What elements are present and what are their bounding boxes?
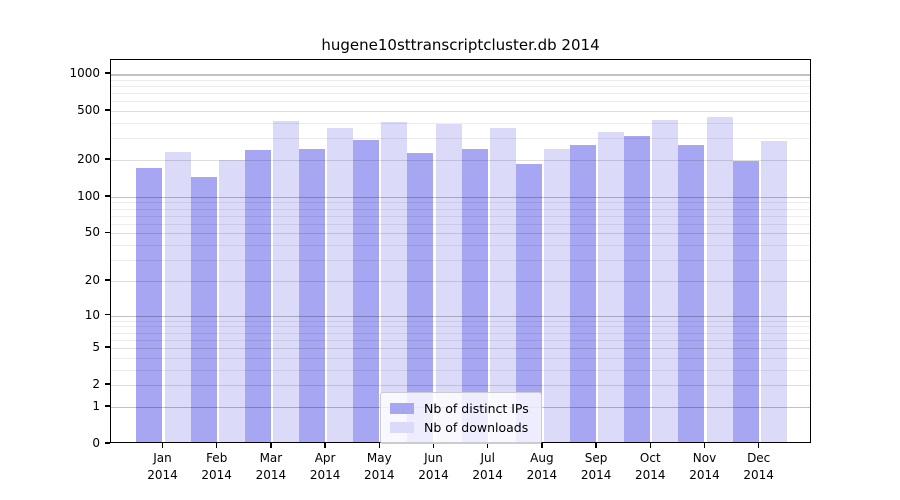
x-tick-label: Jul 2014 [472, 451, 503, 482]
bar-downloads [218, 160, 245, 442]
y-tick-mark [105, 313, 110, 316]
legend-row-distinct-ips: Nb of distinct IPs [390, 399, 529, 418]
x-tick-label: Dec 2014 [743, 451, 774, 482]
x-tick-mark [486, 443, 489, 448]
y-tick-label: 5 [92, 340, 100, 355]
x-tick-label: Sep 2014 [580, 451, 612, 482]
x-tick-label: Aug 2014 [526, 451, 558, 482]
x-tick-label: Feb 2014 [201, 451, 232, 482]
bar-downloads [164, 152, 191, 442]
gridline [111, 79, 810, 81]
x-tick-label: May 2014 [364, 451, 395, 482]
legend-swatch-distinct-ips [390, 403, 414, 414]
bar-downloads [489, 128, 516, 442]
legend-row-downloads: Nb of downloads [390, 418, 529, 437]
x-tick-mark [324, 443, 326, 448]
legend-label-distinct-ips: Nb of distinct IPs [424, 401, 529, 416]
legend-label-downloads: Nb of downloads [424, 420, 529, 435]
x-tick-label: Nov 2014 [689, 451, 720, 482]
chart-title: hugene10sttranscriptcluster.db 2014 [321, 36, 600, 54]
legend: Nb of distinct IPs Nb of downloads [380, 392, 542, 444]
y-tick-mark [105, 346, 110, 348]
y-tick-label: 0 [92, 436, 100, 450]
y-tick-label: 1000 [69, 66, 100, 81]
gridline [111, 85, 810, 87]
y-tick-label: 20 [84, 272, 100, 287]
y-tick-label: 50 [84, 225, 100, 240]
x-tick-label: Oct 2014 [635, 451, 666, 482]
bar-distinct-ips [190, 177, 217, 442]
x-tick-label: Mar 2014 [255, 451, 287, 482]
bar-distinct-ips [624, 135, 651, 442]
bar-distinct-ips [732, 160, 759, 442]
x-tick-mark [703, 443, 706, 448]
x-tick-mark [270, 443, 272, 448]
x-tick-label: Apr 2014 [309, 451, 341, 482]
bar-downloads [381, 122, 408, 442]
x-tick-mark [757, 443, 760, 448]
bar-downloads [327, 127, 354, 442]
y-tick-mark [105, 383, 110, 385]
bar-downloads [706, 116, 733, 442]
bar-downloads [435, 124, 462, 442]
bar-downloads [272, 121, 300, 442]
y-tick-mark [105, 231, 110, 234]
y-tick-mark [105, 442, 110, 444]
x-tick-mark [432, 443, 435, 448]
gridline [111, 111, 810, 113]
y-tick-mark [105, 195, 110, 197]
x-tick-mark [215, 443, 218, 448]
gridline [111, 74, 810, 76]
y-tick-mark [105, 279, 110, 281]
y-tick-mark [105, 158, 110, 160]
bar-distinct-ips [244, 150, 271, 442]
y-tick-label: 10 [84, 307, 100, 322]
bar-downloads [652, 120, 679, 442]
bar-distinct-ips [569, 145, 597, 442]
y-tick-mark [105, 405, 110, 407]
x-tick-mark [649, 443, 652, 448]
y-tick-mark [105, 109, 110, 111]
bar-downloads [543, 149, 571, 442]
gridline [111, 93, 810, 95]
bar-downloads [760, 141, 787, 442]
bar-distinct-ips [678, 145, 705, 442]
bar-downloads [598, 132, 625, 442]
plot-area: Nb of distinct IPs Nb of downloads [110, 59, 811, 444]
gridline [111, 101, 810, 103]
x-tick-label: Jan 2014 [147, 451, 178, 482]
bar-distinct-ips [353, 140, 380, 442]
bar-distinct-ips [298, 149, 326, 442]
x-tick-mark [378, 443, 381, 448]
x-tick-mark [541, 443, 543, 448]
y-tick-label: 200 [77, 152, 100, 166]
y-tick-label: 500 [77, 103, 100, 118]
y-tick-label: 1 [92, 398, 100, 413]
y-tick-mark [105, 72, 110, 74]
y-tick-label: 100 [77, 188, 100, 203]
x-tick-label: Jun 2014 [418, 451, 449, 482]
x-tick-mark [595, 443, 597, 448]
bar-distinct-ips [136, 167, 163, 442]
legend-swatch-downloads [390, 422, 414, 433]
x-tick-mark [161, 443, 164, 448]
y-tick-label: 2 [92, 377, 100, 392]
